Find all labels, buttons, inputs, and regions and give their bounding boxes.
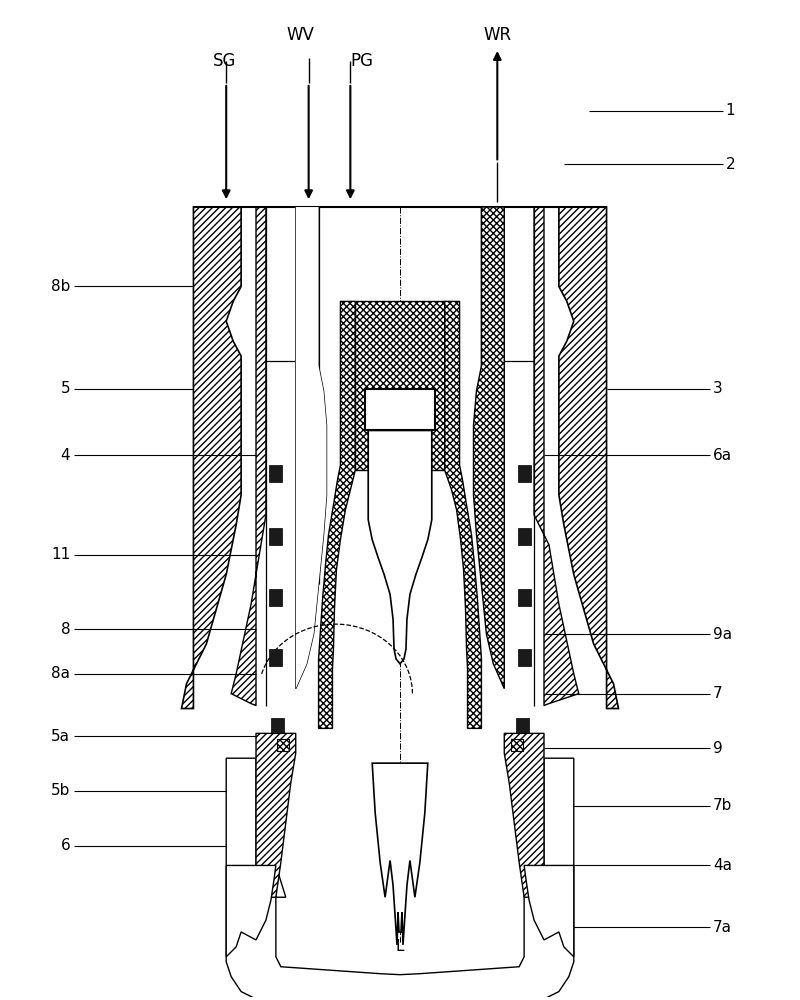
Text: 8b: 8b: [51, 279, 70, 294]
Polygon shape: [277, 739, 289, 751]
Text: 6: 6: [61, 838, 70, 853]
Text: 9a: 9a: [713, 627, 732, 642]
Polygon shape: [269, 589, 282, 606]
Text: 5b: 5b: [51, 783, 70, 798]
Polygon shape: [518, 589, 531, 606]
Text: 8a: 8a: [51, 666, 70, 681]
Text: 5a: 5a: [51, 729, 70, 744]
Text: 4a: 4a: [713, 858, 732, 873]
Polygon shape: [516, 718, 529, 733]
Polygon shape: [182, 207, 241, 709]
Text: 7a: 7a: [713, 920, 732, 935]
Text: 8: 8: [61, 622, 70, 637]
Polygon shape: [355, 301, 445, 470]
Polygon shape: [366, 389, 434, 430]
Text: 2: 2: [726, 157, 735, 172]
Text: 6a: 6a: [713, 448, 732, 463]
Polygon shape: [269, 649, 282, 666]
Polygon shape: [231, 207, 266, 706]
Text: 3: 3: [713, 381, 722, 396]
Polygon shape: [226, 758, 574, 1000]
Polygon shape: [518, 649, 531, 666]
Polygon shape: [296, 207, 326, 689]
Polygon shape: [518, 465, 531, 482]
Polygon shape: [256, 733, 296, 897]
Text: 1: 1: [726, 103, 735, 118]
Polygon shape: [504, 733, 544, 897]
Polygon shape: [445, 301, 482, 728]
Text: WR: WR: [483, 26, 511, 44]
Polygon shape: [269, 465, 282, 482]
Text: PG: PG: [350, 52, 374, 70]
Polygon shape: [296, 207, 326, 689]
Polygon shape: [368, 430, 432, 664]
Polygon shape: [518, 528, 531, 545]
Polygon shape: [474, 207, 504, 689]
Text: 9: 9: [713, 741, 722, 756]
Text: L: L: [396, 939, 404, 954]
Text: 11: 11: [51, 547, 70, 562]
Text: SG: SG: [213, 52, 236, 70]
Polygon shape: [269, 528, 282, 545]
Polygon shape: [372, 763, 428, 945]
Polygon shape: [524, 865, 574, 957]
Polygon shape: [559, 207, 618, 709]
Text: WV: WV: [286, 26, 314, 44]
Text: 5: 5: [61, 381, 70, 396]
Polygon shape: [271, 718, 284, 733]
Polygon shape: [318, 301, 355, 728]
Text: 7b: 7b: [713, 798, 732, 813]
Polygon shape: [226, 865, 276, 957]
Text: 7: 7: [713, 686, 722, 701]
Polygon shape: [511, 739, 523, 751]
Polygon shape: [534, 207, 578, 706]
Text: 4: 4: [61, 448, 70, 463]
